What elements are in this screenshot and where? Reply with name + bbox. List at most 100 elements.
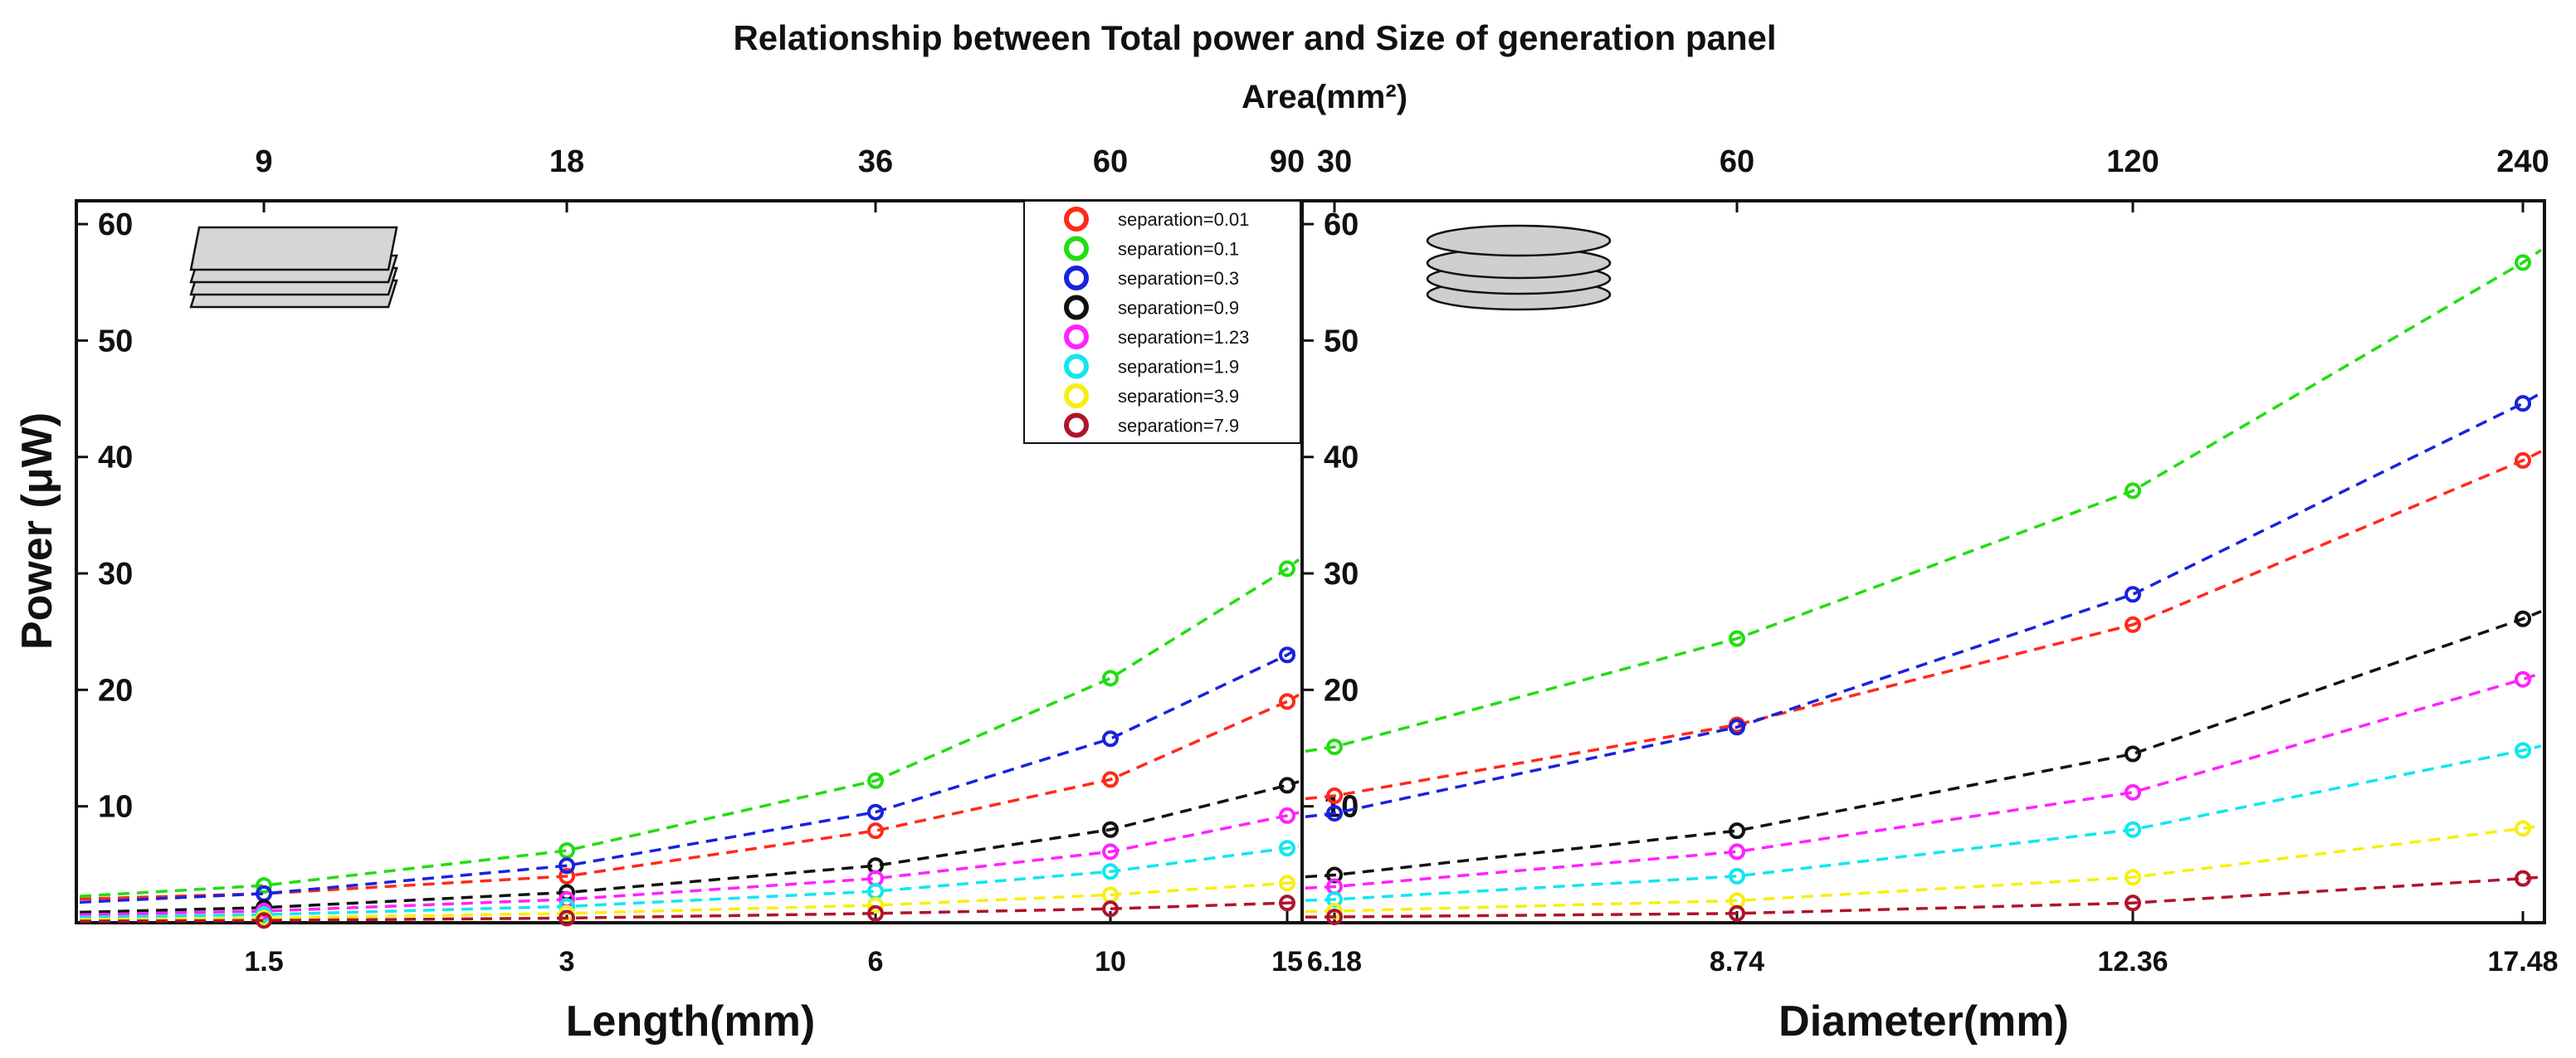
y-tick-label: 60	[1324, 207, 1359, 242]
top-tick-label: 90	[1270, 144, 1305, 179]
legend-label: separation=0.3	[1118, 268, 1239, 289]
legend-label: separation=1.23	[1118, 327, 1249, 348]
series-line	[79, 646, 1300, 904]
y-tick-label: 10	[98, 790, 133, 825]
x-tick-label: 10	[1095, 946, 1126, 978]
series-line	[79, 558, 1300, 898]
legend-marker	[1064, 412, 1089, 438]
data-point	[2515, 451, 2531, 469]
y-tick-label: 20	[98, 673, 133, 708]
legend-label: separation=0.01	[1118, 209, 1249, 230]
data-point	[2515, 742, 2531, 759]
data-point	[1102, 670, 1119, 687]
data-point	[867, 822, 884, 840]
legend-marker	[1064, 324, 1089, 349]
series-line	[1305, 824, 2542, 914]
data-point	[256, 912, 272, 929]
data-point	[2125, 586, 2141, 603]
x-tick-label: 8.74	[1710, 946, 1764, 978]
data-point	[1102, 730, 1119, 748]
data-point	[2125, 482, 2141, 500]
data-point	[559, 867, 575, 885]
left-x-axis-title: Length(mm)	[566, 997, 815, 1046]
data-point	[559, 857, 575, 875]
top-tick-label: 60	[1093, 144, 1128, 179]
legend-marker	[1064, 353, 1089, 379]
top-tick-label: 60	[1720, 144, 1754, 179]
top-tick-label: 9	[255, 144, 272, 179]
stacked-disks-icon	[1426, 224, 1612, 311]
right-x-axis-title: Diameter(mm)	[1778, 997, 2069, 1046]
data-point	[2515, 670, 2531, 688]
data-point	[1326, 908, 1343, 925]
top-tick-label: 18	[549, 144, 584, 179]
legend-marker	[1064, 383, 1089, 408]
x-tick-label: 15	[1271, 946, 1303, 978]
x-tick-label: 6	[868, 946, 884, 978]
x-tick-label: 17.48	[2487, 946, 2558, 978]
data-point	[1279, 875, 1295, 892]
legend-marker	[1064, 295, 1089, 320]
stacked-plates-icon	[189, 226, 398, 309]
data-point	[1102, 771, 1119, 788]
data-point	[1102, 843, 1119, 861]
data-point	[2125, 783, 2141, 801]
y-tick-label: 60	[98, 207, 133, 242]
series-line	[1305, 875, 2542, 919]
data-point	[1326, 739, 1343, 756]
x-tick-label: 12.36	[2097, 946, 2168, 978]
data-point	[1279, 560, 1295, 578]
x-tick-label: 3	[559, 946, 575, 978]
legend-marker	[1064, 207, 1089, 232]
series-line	[79, 811, 1300, 917]
series-line	[1305, 610, 2542, 879]
data-point	[1729, 904, 1745, 922]
data-point	[1279, 646, 1295, 664]
y-axis-title: Power (μW)	[13, 412, 61, 650]
series-line	[79, 845, 1300, 919]
data-point	[1729, 843, 1745, 861]
data-point	[2125, 869, 2141, 886]
y-tick-label: 40	[98, 441, 133, 475]
series-line	[1305, 450, 2542, 801]
series-line	[1305, 391, 2542, 819]
series-line	[1305, 744, 2542, 902]
top-axis-title: Area(mm²)	[1242, 79, 1408, 115]
legend-label: separation=0.1	[1118, 239, 1239, 260]
legend-label: separation=1.9	[1118, 357, 1239, 378]
data-point	[2125, 616, 2141, 633]
data-point	[1279, 807, 1295, 824]
y-tick-label: 30	[1324, 557, 1359, 592]
data-point	[867, 803, 884, 821]
top-tick-label: 30	[1317, 144, 1352, 179]
y-tick-label: 50	[98, 324, 133, 358]
data-point	[1729, 719, 1745, 736]
x-tick-label: 1.5	[244, 946, 283, 978]
data-point	[2515, 870, 2531, 887]
y-tick-label: 50	[1324, 324, 1359, 358]
data-point	[1326, 805, 1343, 822]
top-tick-label: 36	[858, 144, 893, 179]
data-point	[2515, 820, 2531, 837]
data-point	[256, 877, 272, 895]
series-line	[79, 880, 1300, 921]
data-point	[2515, 254, 2531, 271]
data-point	[867, 772, 884, 789]
data-point	[1102, 900, 1119, 918]
series-line	[1305, 671, 2542, 890]
data-point	[559, 842, 575, 859]
legend-label: separation=7.9	[1118, 416, 1239, 436]
top-tick-label: 240	[2496, 144, 2549, 179]
data-point	[1279, 777, 1295, 794]
y-tick-label: 20	[1324, 673, 1359, 708]
x-tick-label: 6.18	[1307, 946, 1362, 978]
data-point	[1102, 863, 1119, 880]
data-point	[1279, 693, 1295, 710]
chart-title: Relationship between Total power and Siz…	[733, 18, 1776, 57]
data-point	[1279, 840, 1295, 857]
